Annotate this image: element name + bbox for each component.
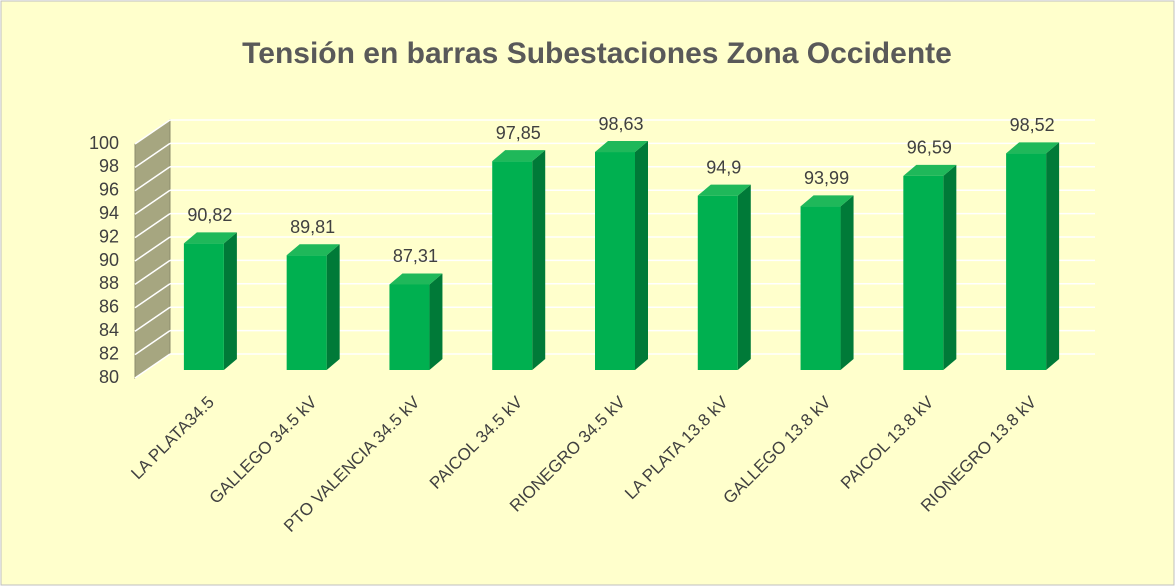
data-label: 87,31 [393, 246, 438, 266]
bar-top [492, 150, 546, 162]
y-tick-label: 92 [99, 226, 119, 246]
bar-top [183, 232, 237, 244]
data-label: 97,85 [496, 123, 541, 143]
data-label: 93,99 [804, 168, 849, 188]
bar-top [389, 273, 443, 285]
grid-line [134, 189, 171, 215]
bar-top [903, 164, 957, 176]
y-tick-label: 84 [99, 320, 119, 340]
y-tick-label: 98 [99, 156, 119, 176]
bar [800, 206, 841, 370]
chart-title: Tensión en barras Subestaciones Zona Occ… [242, 37, 952, 70]
data-label: 98,63 [598, 114, 643, 134]
bar [697, 195, 738, 370]
bar-top [800, 195, 854, 207]
bar [1006, 153, 1047, 370]
bar-top [1006, 142, 1060, 154]
bar-side [326, 244, 340, 370]
grid-line [134, 329, 171, 356]
y-tick-label: 88 [99, 273, 119, 293]
bar [286, 255, 327, 370]
bar-top [286, 244, 340, 256]
bar-side [635, 141, 648, 370]
y-tick-label: 96 [99, 180, 119, 200]
bar [389, 284, 430, 370]
y-tick-label: 82 [99, 343, 119, 363]
grid-line [134, 353, 171, 379]
data-label: 94,9 [706, 157, 741, 177]
data-label: 89,81 [290, 217, 335, 237]
bar-side [840, 195, 854, 370]
y-tick-label: 94 [99, 203, 119, 223]
bar-side [532, 150, 546, 370]
grid-line [134, 259, 171, 286]
grid-line [134, 236, 171, 262]
grid-line [134, 142, 171, 169]
y-tick-label: 80 [99, 367, 119, 387]
grid-line [134, 283, 171, 309]
data-label: 90,82 [187, 205, 232, 225]
bar-top [697, 184, 751, 196]
grid-line [134, 306, 171, 332]
bar [903, 175, 944, 370]
bar-side [1046, 142, 1060, 370]
bar-side [737, 184, 751, 370]
grid-line [134, 166, 171, 192]
bar [492, 161, 533, 370]
data-label: 96,59 [907, 138, 952, 158]
grid-line [134, 212, 171, 239]
bar-side [429, 273, 443, 370]
bar [595, 152, 635, 370]
y-tick-label: 90 [99, 250, 119, 270]
data-label: 98,52 [1010, 115, 1055, 135]
y-tick-label: 100 [89, 133, 119, 153]
bar-top [595, 141, 648, 153]
grid-line [134, 119, 171, 145]
bar [183, 243, 224, 370]
bar-side [943, 164, 957, 370]
y-tick-label: 86 [99, 297, 119, 317]
bar-side [223, 232, 237, 370]
